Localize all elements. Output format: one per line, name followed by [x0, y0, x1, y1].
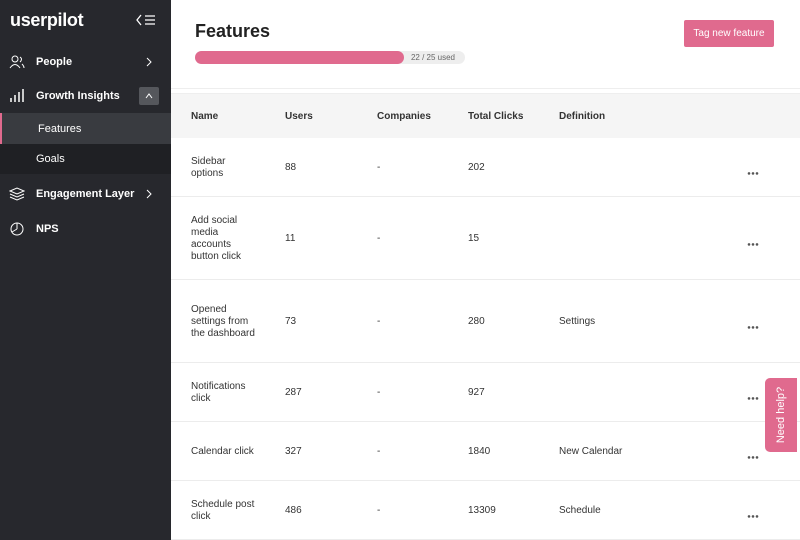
- cell: Settings: [559, 315, 596, 327]
- row-menu[interactable]: [747, 162, 759, 178]
- cell: Schedule: [559, 504, 601, 516]
- help-label: Need help?: [775, 386, 787, 444]
- cell: 202: [468, 161, 485, 173]
- cell: -: [377, 161, 381, 173]
- row-menu[interactable]: [747, 233, 759, 249]
- nav-label: Engagement Layer: [36, 188, 135, 200]
- usage-bar: [195, 51, 405, 64]
- logo[interactable]: userpilot: [10, 10, 84, 30]
- cell: Add social media accounts button click: [191, 214, 242, 262]
- cell: -: [377, 315, 381, 327]
- table-row[interactable]: Calendar click 327 - 1840 New Calendar: [171, 422, 800, 481]
- row-menu[interactable]: [747, 387, 759, 403]
- cell: Calendar click: [191, 445, 254, 457]
- chevron: [146, 189, 152, 199]
- cell: Notifications click: [191, 380, 246, 404]
- sidebar: userpilot People Growth Insights Feature…: [0, 0, 171, 540]
- table-row[interactable]: Add social media accounts button click 11…: [171, 197, 800, 280]
- table-row[interactable]: Notifications click 287 - 927: [171, 363, 800, 422]
- icon: [10, 222, 24, 236]
- collapse-icon[interactable]: [136, 13, 156, 27]
- usage-track: 22 / 25 used: [195, 51, 465, 64]
- cell: 1840: [468, 445, 491, 457]
- cell: 15: [468, 232, 480, 244]
- row-menu[interactable]: [747, 316, 759, 332]
- cell: Opened settings from the dashboard: [191, 303, 255, 339]
- cell: 486: [285, 504, 302, 516]
- column-header: Users: [285, 111, 313, 122]
- table-header: Name Users Companies Total Clicks Definition: [171, 93, 800, 138]
- chevron: [146, 57, 152, 67]
- nav-item-active[interactable]: Features: [0, 113, 171, 144]
- icon: [9, 187, 25, 201]
- table-row[interactable]: Sidebar options 88 - 202: [171, 138, 800, 197]
- collapse-button[interactable]: [139, 87, 159, 105]
- cell: -: [377, 386, 381, 398]
- cell: -: [377, 504, 381, 516]
- table-row[interactable]: Schedule post click 486 - 13309 Schedule: [171, 481, 800, 540]
- nav-label: People: [36, 56, 73, 68]
- column-header: Definition: [559, 111, 606, 122]
- nav-item[interactable]: People: [0, 50, 171, 74]
- nav-item[interactable]: Goals: [0, 144, 171, 174]
- cell: Schedule post click: [191, 498, 255, 522]
- cell: 280: [468, 315, 485, 327]
- cell: -: [377, 445, 381, 457]
- cell: 327: [285, 445, 302, 457]
- cell: 88: [285, 161, 297, 173]
- column-header: Total Clicks: [468, 111, 524, 122]
- main: Features 22 / 25 used Tag new feature Na…: [171, 0, 800, 540]
- nav-label: Growth Insights: [36, 90, 120, 102]
- nav-item[interactable]: Growth Insights: [0, 84, 171, 108]
- cell: 927: [468, 386, 485, 398]
- cell: 13309: [468, 504, 496, 516]
- nav-label: Features: [38, 122, 82, 135]
- icon: [9, 55, 25, 69]
- row-menu[interactable]: [747, 446, 759, 462]
- page-title: Features: [195, 21, 271, 41]
- divider: [171, 88, 800, 89]
- help-tab[interactable]: Need help?: [765, 378, 797, 452]
- column-header: Name: [191, 111, 219, 122]
- row-menu[interactable]: [747, 505, 759, 521]
- tag-feature-button[interactable]: Tag new feature: [684, 20, 774, 47]
- cell: New Calendar: [559, 445, 623, 457]
- icon: [10, 89, 24, 102]
- cell: 73: [285, 315, 297, 327]
- cell: 11: [285, 232, 296, 244]
- nav-label: NPS: [36, 223, 59, 235]
- column-header: Companies: [377, 111, 431, 122]
- cell: Sidebar options: [191, 155, 226, 179]
- cell: 287: [285, 386, 302, 398]
- nav-item[interactable]: Engagement Layer: [0, 182, 171, 206]
- table-row[interactable]: Opened settings from the dashboard 73 - 280…: [171, 280, 800, 363]
- nav-label: Goals: [36, 153, 65, 165]
- nav-item[interactable]: NPS: [0, 217, 171, 241]
- usage-label: 22 / 25 used: [410, 53, 455, 62]
- cell: -: [377, 232, 381, 244]
